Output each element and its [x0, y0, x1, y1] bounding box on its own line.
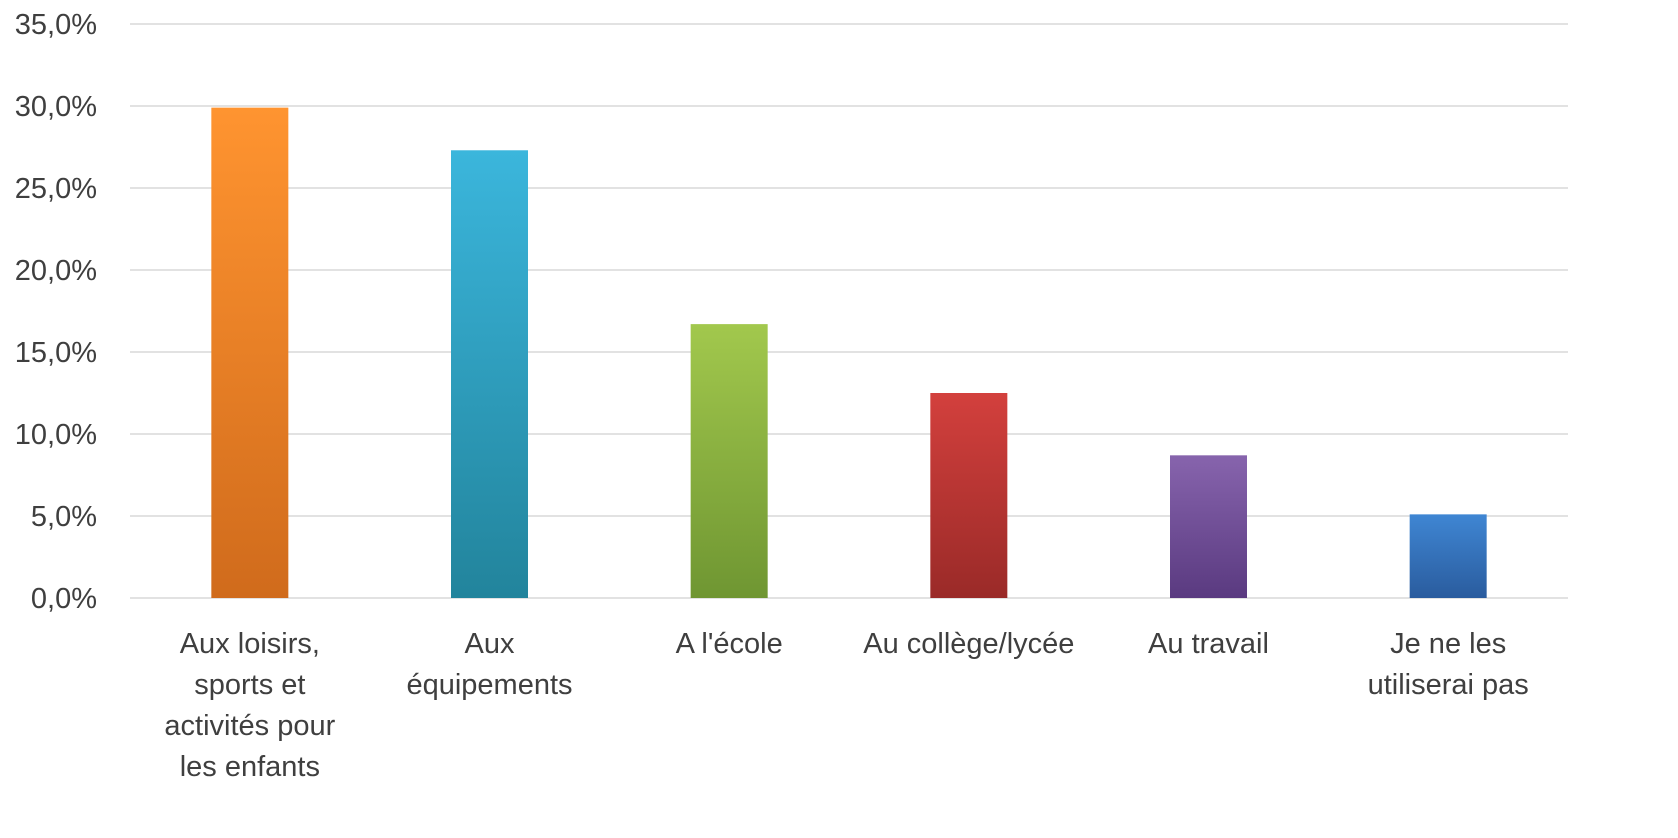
bar — [1170, 455, 1247, 598]
bar — [930, 393, 1008, 598]
y-tick-label: 5,0% — [31, 501, 97, 533]
y-axis-tick-labels: 0,0% 5,0% 10,0% 15,0% 20,0% 25,0% 30,0% 35,0% — [15, 9, 97, 615]
bar — [690, 324, 768, 598]
grid-lines — [130, 23, 1568, 599]
x-tick-label: Je ne les utiliserai pas — [1368, 628, 1529, 701]
bar — [451, 150, 528, 598]
y-tick-label: 10,0% — [15, 419, 97, 451]
x-tick-label: Aux loisirs, sports et activités pour les e… — [164, 628, 335, 783]
x-axis-tick-labels: Aux loisirs, sports et activités pour les e… — [164, 628, 1528, 783]
x-tick-label-line: Au travail — [1148, 628, 1269, 660]
y-tick-label: 0,0% — [31, 583, 97, 615]
y-tick-label: 25,0% — [15, 173, 97, 205]
x-tick-label-line: Au collège/lycée — [863, 628, 1074, 660]
x-tick-label-line: activités pour — [164, 710, 335, 742]
x-tick-label-line: utiliserai pas — [1368, 669, 1529, 701]
bars — [211, 107, 1487, 598]
y-tick-label: 20,0% — [15, 255, 97, 287]
x-tick-label-line: Aux loisirs, — [180, 628, 320, 660]
x-tick-label: A l'école — [676, 628, 783, 660]
bar — [211, 107, 289, 598]
x-tick-label: Au collège/lycée — [863, 628, 1074, 660]
x-tick-label-line: sports et — [194, 669, 305, 701]
y-tick-label: 15,0% — [15, 337, 97, 369]
y-tick-label: 30,0% — [15, 91, 97, 123]
x-tick-label-line: Aux — [465, 628, 515, 660]
y-tick-label: 35,0% — [15, 9, 97, 41]
x-tick-label-line: les enfants — [180, 751, 320, 783]
x-tick-label-line: équipements — [406, 669, 572, 701]
x-tick-label-line: Je ne les — [1390, 628, 1506, 660]
bar — [1409, 514, 1487, 598]
x-tick-label: Aux équipements — [406, 628, 572, 701]
x-tick-label: Au travail — [1148, 628, 1269, 660]
x-tick-label-line: A l'école — [676, 628, 783, 660]
